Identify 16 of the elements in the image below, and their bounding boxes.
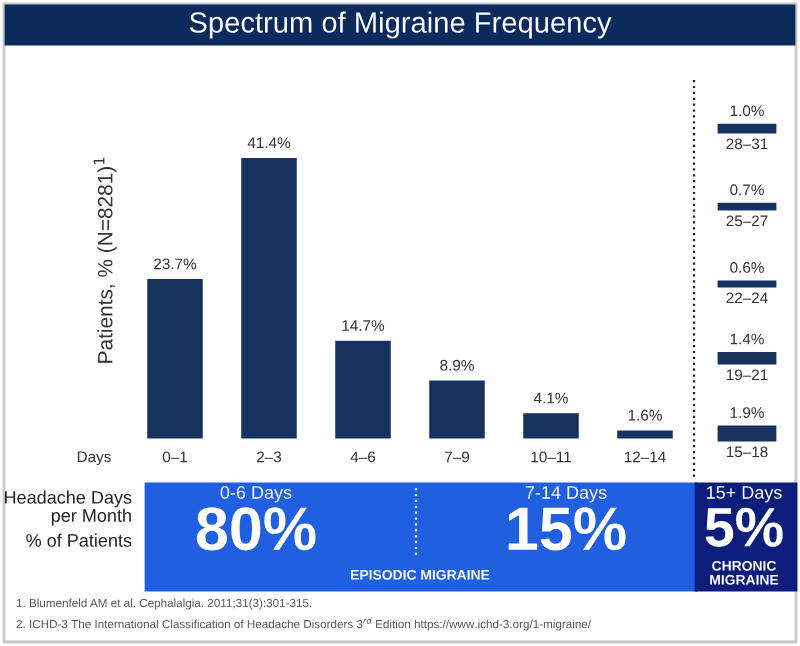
text: 0-6 Days (220, 486, 292, 503)
text: 5% (705, 507, 783, 547)
y-axis-title: Patients, % (N=8281)$^{1}$ (93, 157, 117, 363)
text: Headache Days per Month (5, 490, 132, 526)
text: 15+ Days (706, 486, 782, 503)
text: 7-14 Days (525, 486, 607, 503)
text: % of Patients (26, 533, 132, 547)
bar (614, 427, 676, 440)
bar (144, 276, 206, 440)
text: 80% (196, 507, 316, 551)
bar (238, 155, 300, 440)
chart-title: Spectrum of Migraine Frequency (189, 11, 612, 39)
bar (426, 377, 488, 440)
text: 15% (508, 507, 626, 551)
bar (332, 337, 394, 440)
bar (520, 410, 582, 440)
